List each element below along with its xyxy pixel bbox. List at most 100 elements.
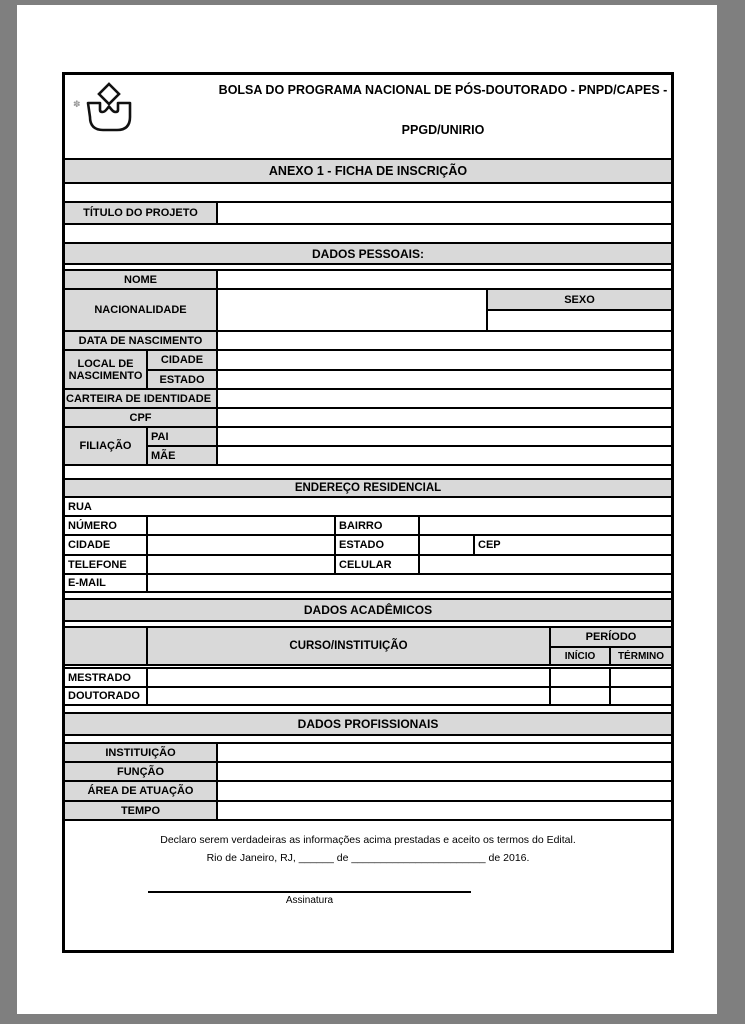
nome-row: NOME: [65, 271, 671, 290]
local-nascimento-line2: NASCIMENTO: [68, 369, 143, 382]
local-cidade-label: CIDADE: [148, 351, 218, 369]
spacer-row: [65, 666, 671, 669]
local-cidade-input[interactable]: [218, 351, 671, 369]
anexo-title-bar: ANEXO 1 - FICHA DE INSCRIÇÃO: [65, 160, 671, 182]
mae-input[interactable]: [218, 447, 671, 464]
doutorado-termino-input[interactable]: [611, 688, 671, 704]
doutorado-inicio-input[interactable]: [551, 688, 611, 704]
rua-input[interactable]: RUA: [65, 498, 671, 515]
cpf-label: CPF: [65, 409, 218, 426]
doutorado-label: DOUTORADO: [65, 688, 148, 704]
form-header: ✽ BOLSA DO PROGRAMA NACIONAL DE PÓS-DOUT…: [65, 75, 671, 160]
tempo-label: TEMPO: [65, 802, 218, 819]
local-estado-label: ESTADO: [148, 371, 218, 388]
tempo-row: TEMPO: [65, 802, 671, 821]
mestrado-row: MESTRADO: [65, 669, 671, 688]
nacionalidade-input[interactable]: [218, 290, 488, 330]
celular-input[interactable]: [420, 556, 671, 573]
mestrado-label: MESTRADO: [65, 669, 148, 686]
email-input[interactable]: [148, 575, 671, 591]
spacer-row: [65, 184, 671, 203]
titulo-projeto-row: TÍTULO DO PROJETO: [65, 203, 671, 225]
numero-input[interactable]: [148, 517, 336, 534]
mestrado-termino-input[interactable]: [611, 669, 671, 686]
academicos-table-header: CURSO/INSTITUIÇÃO PERÍODO INÍCIO TÉRMINO: [65, 628, 671, 666]
inicio-label: INÍCIO: [551, 648, 611, 664]
cidade-estado-cep-row: CIDADE ESTADO CEP: [65, 536, 671, 556]
cpf-input[interactable]: [218, 409, 671, 426]
cidade-label: CIDADE: [65, 536, 148, 554]
endereco-header: ENDEREÇO RESIDENCIAL: [65, 480, 671, 496]
declaration-section: Declaro serem verdadeiras as informações…: [65, 821, 671, 952]
spacer-row: [65, 706, 671, 714]
cep-label: CEP: [478, 539, 501, 551]
area-atuacao-input[interactable]: [218, 782, 671, 800]
telefone-celular-row: TELEFONE CELULAR: [65, 556, 671, 575]
data-nascimento-input[interactable]: [218, 332, 671, 349]
cep-input[interactable]: CEP: [475, 536, 671, 554]
svg-text:✽: ✽: [73, 99, 81, 109]
spacer-row: [65, 593, 671, 600]
form-title-line2: PPGD/UNIRIO: [401, 123, 485, 137]
carteira-row: CARTEIRA DE IDENTIDADE: [65, 390, 671, 409]
sexo-label: SEXO: [488, 290, 671, 311]
funcao-row: FUNÇÃO: [65, 763, 671, 782]
form-title-line1: BOLSA DO PROGRAMA NACIONAL DE PÓS-DOUTOR…: [218, 83, 668, 97]
data-nascimento-label: DATA DE NASCIMENTO: [65, 332, 218, 349]
celular-label: CELULAR: [336, 556, 420, 573]
area-atuacao-label: ÁREA DE ATUAÇÃO: [65, 782, 218, 800]
mestrado-inicio-input[interactable]: [551, 669, 611, 686]
titulo-projeto-label: TÍTULO DO PROJETO: [65, 203, 218, 223]
instituicao-input[interactable]: [218, 744, 671, 761]
local-nascimento-line1: LOCAL DE: [77, 357, 134, 370]
carteira-identidade-label: CARTEIRA DE IDENTIDADE: [65, 390, 218, 407]
estado-input[interactable]: [420, 536, 475, 554]
cidade-input[interactable]: [148, 536, 336, 554]
nacionalidade-label: NACIONALIDADE: [65, 290, 218, 330]
funcao-input[interactable]: [218, 763, 671, 780]
tempo-input[interactable]: [218, 802, 671, 819]
instituicao-row: INSTITUIÇÃO: [65, 744, 671, 763]
filiacao-rows: FILIAÇÃO PAI MÃE: [65, 428, 671, 466]
instituicao-label: INSTITUIÇÃO: [65, 744, 218, 761]
curso-instituicao-label: CURSO/INSTITUIÇÃO: [148, 628, 551, 664]
document-page: ✽ BOLSA DO PROGRAMA NACIONAL DE PÓS-DOUT…: [17, 5, 717, 1014]
numero-label: NÚMERO: [65, 517, 148, 534]
spacer-row: [65, 736, 671, 744]
sexo-input[interactable]: [488, 311, 671, 330]
rua-row: RUA: [65, 498, 671, 517]
unirio-logo-icon: ✽: [73, 81, 139, 146]
telefone-label: TELEFONE: [65, 556, 148, 573]
rua-label: RUA: [68, 500, 92, 513]
declaration-line2: Rio de Janeiro, RJ, ______ de __________…: [206, 852, 530, 864]
nome-input[interactable]: [218, 271, 671, 288]
spacer-row: [65, 225, 671, 244]
spacer-row: [65, 622, 671, 628]
declaration-line1: Declaro serem verdadeiras as informações…: [160, 834, 576, 846]
spacer-row: [65, 265, 671, 271]
funcao-label: FUNÇÃO: [65, 763, 218, 780]
carteira-identidade-input[interactable]: [218, 390, 671, 407]
email-row: E-MAIL: [65, 575, 671, 593]
local-nascimento-label: LOCAL DE NASCIMENTO: [65, 351, 148, 388]
dados-pessoais-header: DADOS PESSOAIS:: [65, 244, 671, 263]
pai-label: PAI: [148, 428, 218, 445]
signature-line: Assinatura: [148, 891, 471, 906]
telefone-input[interactable]: [148, 556, 336, 573]
email-label: E-MAIL: [65, 575, 148, 591]
academicos-corner-cell: [65, 628, 148, 664]
titulo-projeto-input[interactable]: [218, 203, 671, 223]
cpf-row: CPF: [65, 409, 671, 428]
spacer-row: [65, 466, 671, 480]
nome-label: NOME: [65, 271, 218, 288]
profissionais-header: DADOS PROFISSIONAIS: [65, 714, 671, 734]
data-nascimento-row: DATA DE NASCIMENTO: [65, 332, 671, 351]
filiacao-label: FILIAÇÃO: [65, 428, 148, 464]
bairro-input[interactable]: [420, 517, 671, 534]
doutorado-curso-input[interactable]: [148, 688, 551, 704]
mestrado-curso-input[interactable]: [148, 669, 551, 686]
pai-input[interactable]: [218, 428, 671, 445]
academicos-header: DADOS ACADÊMICOS: [65, 600, 671, 620]
local-estado-input[interactable]: [218, 371, 671, 388]
